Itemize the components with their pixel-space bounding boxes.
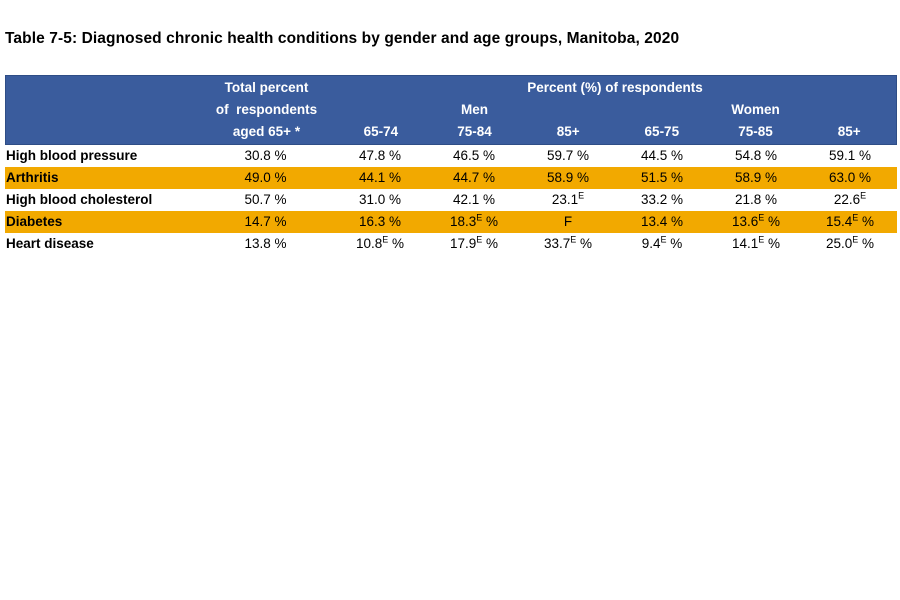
value-cell: 13.4 % — [640, 214, 684, 229]
value-cell: F — [563, 214, 573, 229]
value-cell: 30.8 % — [244, 148, 287, 163]
table-row: High blood pressure 30.8 % 47.8 % 46.5 % 59.… — [5, 145, 897, 167]
value-cell: 25.0E % — [825, 234, 875, 251]
value-cell: 17.9E % — [449, 234, 499, 251]
header-total-line1: Total percent — [224, 80, 309, 95]
value-cell: 22.6E — [833, 190, 867, 207]
estimate-flag: E — [570, 234, 577, 245]
header-row-3: aged 65+ * 65-74 75-84 85+ 65-75 75-85 8… — [6, 121, 896, 143]
estimate-flag: E — [852, 212, 859, 223]
header-men-label: Men — [460, 102, 488, 117]
table-row: Diabetes 14.7 % 16.3 % 18.3E % F 13.4 % 13.6E … — [5, 211, 897, 233]
condition-label: Heart disease — [6, 236, 94, 251]
estimate-flag: E — [382, 234, 389, 245]
value-cell: 42.1 % — [452, 192, 496, 207]
table-row: High blood cholesterol 50.7 % 31.0 % 42.1 %… — [5, 189, 897, 211]
value-cell: 58.9 % — [734, 170, 778, 185]
estimate-flag: E — [758, 212, 765, 223]
value-cell: 51.5 % — [640, 170, 684, 185]
header-total-line3: aged 65+ * — [232, 124, 301, 139]
estimate-flag: E — [852, 234, 859, 245]
value-cell: 31.0 % — [358, 192, 402, 207]
header-age-men-2: 75-84 — [457, 124, 492, 139]
estimate-flag: E — [578, 190, 585, 201]
table-header: Total percent Percent (%) of respondents… — [5, 75, 897, 145]
value-cell: 59.7 % — [546, 148, 590, 163]
table-row: Heart disease 13.8 % 10.8E % 17.9E % 33.7E %… — [5, 233, 897, 255]
header-total-line2: of respondents — [215, 102, 318, 117]
table-body: High blood pressure 30.8 % 47.8 % 46.5 % 59.… — [5, 145, 897, 255]
condition-label: Diabetes — [6, 214, 63, 229]
value-cell: 33.2 % — [640, 192, 684, 207]
value-cell: 10.8E % — [355, 234, 405, 251]
value-cell: 54.8 % — [734, 148, 778, 163]
estimate-flag: E — [476, 212, 483, 223]
estimate-flag: E — [860, 190, 867, 201]
value-cell: 21.8 % — [734, 192, 778, 207]
value-cell: 63.0 % — [828, 170, 872, 185]
value-cell: 23.1E — [551, 190, 585, 207]
value-cell: 14.1E % — [731, 234, 781, 251]
value-cell: 14.7 % — [244, 214, 287, 229]
header-group-label: Percent (%) of respondents — [527, 80, 703, 95]
header-age-men-3: 85+ — [556, 124, 580, 139]
header-women-label: Women — [731, 102, 780, 117]
value-cell: 44.5 % — [640, 148, 684, 163]
header-age-women-1: 65-75 — [644, 124, 680, 139]
condition-label: High blood cholesterol — [6, 192, 153, 207]
value-cell: 44.1 % — [358, 170, 402, 185]
header-age-men-1: 65-74 — [363, 124, 399, 139]
value-cell: 16.3 % — [358, 214, 402, 229]
header-age-women-3: 85+ — [837, 124, 861, 139]
value-cell: 33.7E % — [543, 234, 593, 251]
value-cell: 49.0 % — [244, 170, 287, 185]
header-age-women-2: 75-85 — [738, 124, 773, 139]
value-cell: 50.7 % — [244, 192, 287, 207]
value-cell: 46.5 % — [452, 148, 496, 163]
value-cell: 13.6E % — [731, 212, 781, 229]
table-row: Arthritis 49.0 % 44.1 % 44.7 % 58.9 % 51.5 % 5… — [5, 167, 897, 189]
value-cell: 59.1 % — [828, 148, 872, 163]
chronic-conditions-table: Total percent Percent (%) of respondents… — [5, 75, 897, 255]
header-row-1: Total percent Percent (%) of respondents — [6, 77, 896, 99]
condition-label: Arthritis — [6, 170, 59, 185]
estimate-flag: E — [660, 234, 667, 245]
value-cell: 58.9 % — [546, 170, 590, 185]
value-cell: 9.4E % — [641, 234, 683, 251]
value-cell: 18.3E % — [449, 212, 499, 229]
value-cell: 15.4E % — [825, 212, 875, 229]
value-cell: 13.8 % — [244, 236, 287, 251]
estimate-flag: E — [758, 234, 765, 245]
condition-label: High blood pressure — [6, 148, 138, 163]
header-row-2: of respondents Men Women — [6, 99, 896, 121]
estimate-flag: E — [476, 234, 483, 245]
table-title: Table 7-5: Diagnosed chronic health cond… — [5, 30, 680, 47]
value-cell: 47.8 % — [358, 148, 402, 163]
value-cell: 44.7 % — [452, 170, 496, 185]
